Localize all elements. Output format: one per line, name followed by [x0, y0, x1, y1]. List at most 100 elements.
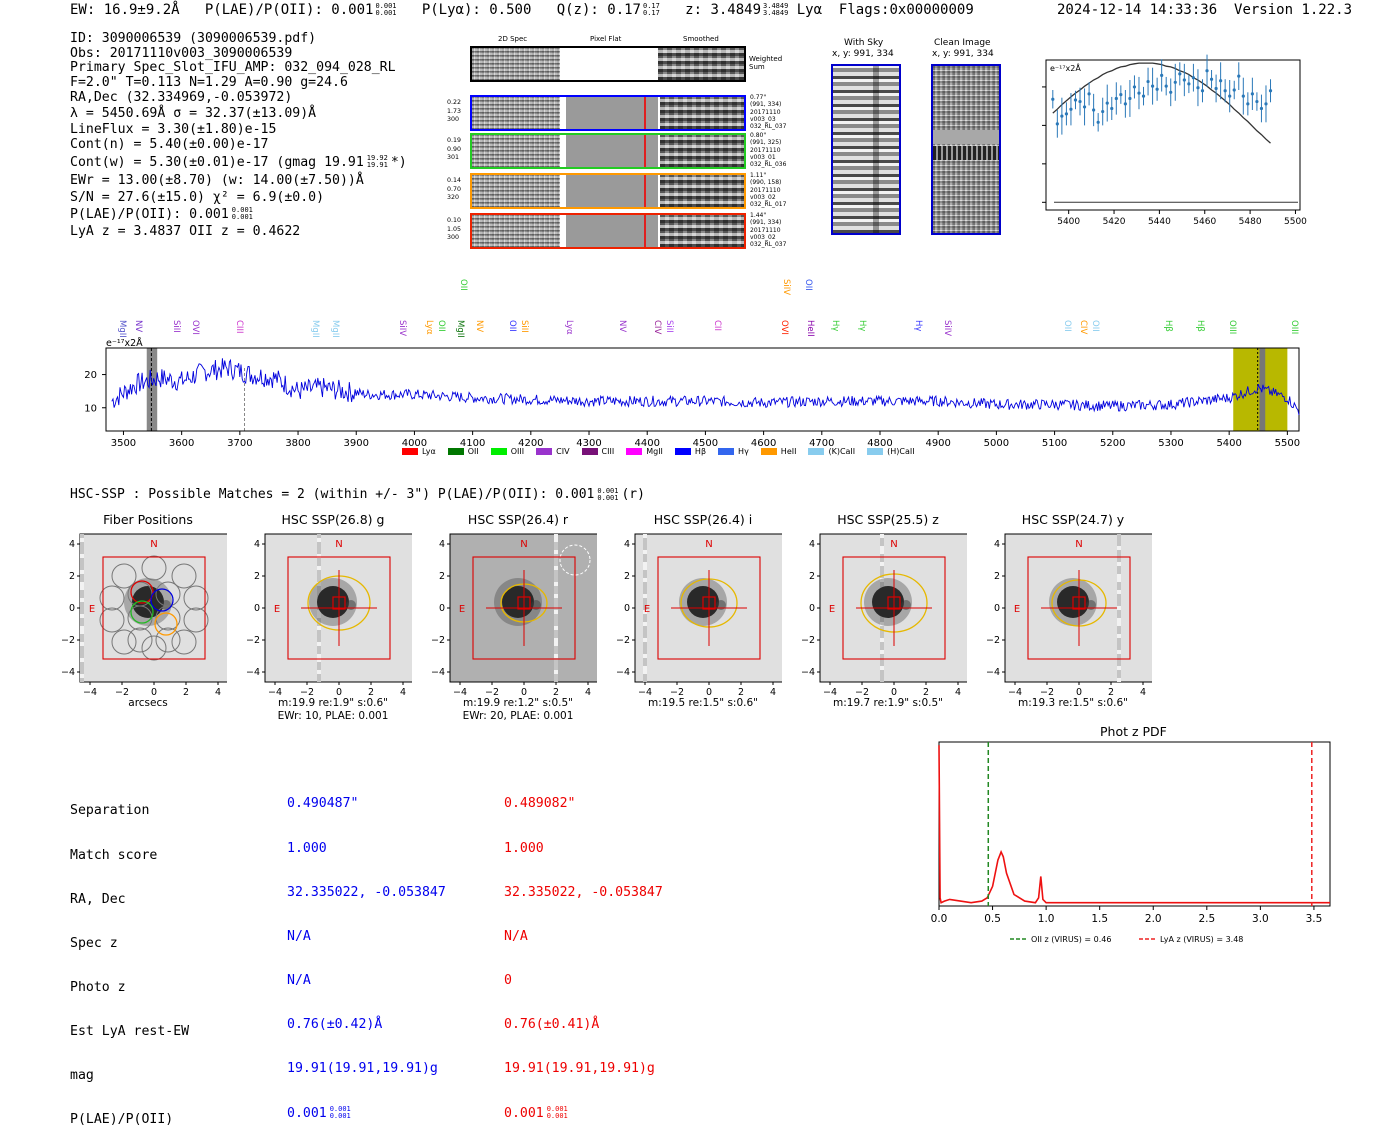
hsc-noise-pixel: [80, 678, 84, 682]
hsc-noise-pixel: [554, 638, 558, 642]
fs-legend-swatch: [448, 448, 464, 455]
fs-line-label: SiII: [664, 320, 674, 333]
hsc-y-tick-label: 2: [69, 571, 75, 582]
fs-line-label: OII: [1090, 320, 1100, 332]
hsc-north-label: N: [890, 539, 897, 550]
hsc-noise-pixel: [1117, 590, 1121, 594]
photz-x-tick-label: 0.0: [931, 913, 948, 925]
hsc-noise-pixel: [80, 610, 84, 614]
hsc-noise-pixel: [554, 542, 558, 546]
spec-row-smoothed: [660, 135, 746, 167]
hsc-noise-pixel: [643, 558, 647, 562]
fs-legend-label: HeII: [781, 447, 797, 456]
hsc-noise-pixel: [317, 550, 321, 554]
photz-title: Phot z PDF: [1100, 724, 1167, 739]
hsc-noise-pixel: [1117, 630, 1121, 634]
hsc-noise-pixel: [554, 594, 558, 598]
fs-line-label: OVI: [779, 320, 789, 335]
match-red-score: 1.000: [504, 842, 663, 857]
info-lambda: λ = 5450.69Å σ = 32.37(±13.09)Å: [70, 106, 316, 121]
hsc-noise-pixel: [80, 642, 84, 646]
hsc-north-label: N: [705, 539, 712, 550]
hsc-panel-caption: m:19.5 re:1.5" s:0.6": [623, 697, 783, 709]
hsc-noise-pixel: [1117, 646, 1121, 650]
hsc-noise-pixel: [643, 582, 647, 586]
hsc-noise-pixel: [880, 650, 884, 654]
hsc-noise-pixel: [880, 638, 884, 642]
hsc-y-tick-label: −2: [431, 635, 445, 646]
zoom-data-point: [1110, 107, 1113, 110]
zoom-data-point: [1251, 92, 1254, 95]
with-sky-image: [831, 64, 901, 235]
info-radec: RA,Dec (32.334969,-0.053972): [70, 90, 292, 105]
info-primary: Primary Spec_Slot_IFU_AMP: 032_094_028_R…: [70, 60, 396, 75]
match-red-plae-value: 0.001: [504, 1106, 544, 1121]
hsc-noise-pixel: [643, 598, 647, 602]
spec-row-2d: [472, 97, 560, 129]
spec2d-col-flat: Pixel Flat: [590, 35, 621, 43]
fs-x-tick-label: 3900: [344, 438, 369, 449]
hsc-noise-pixel: [80, 570, 84, 574]
hsc-noise-pixel: [554, 538, 558, 542]
hsc-noise-pixel: [880, 634, 884, 638]
match-blue-plae-sub: 0.001: [330, 1112, 351, 1120]
hsc-noise-pixel: [1117, 662, 1121, 666]
hsc-noise-pixel: [317, 534, 321, 538]
fs-line-label: MgII: [310, 320, 320, 338]
hsc-noise-pixel: [1117, 594, 1121, 598]
hsc-noise-pixel: [554, 546, 558, 550]
zoom-data-point: [1178, 72, 1181, 75]
header-qz-sub: 0.17: [643, 9, 660, 17]
hsc-noise-pixel: [1117, 654, 1121, 658]
spec-row-meta-line: 20171110: [750, 187, 805, 194]
match-label-radec: RA, Dec: [70, 893, 189, 908]
spec-row-value: 300: [447, 116, 469, 125]
zoom-data-point: [1255, 100, 1258, 103]
hsc-noise-pixel: [80, 594, 84, 598]
spec-row-marker: [644, 215, 646, 247]
hsc-noise-pixel: [554, 570, 558, 574]
hsc-noise-pixel: [643, 578, 647, 582]
fs-legend-label: OIII: [511, 447, 524, 456]
hsc-noise-pixel: [643, 670, 647, 674]
hsc-noise-pixel: [80, 598, 84, 602]
spec-row-meta-line: 032_RL_036: [750, 161, 805, 168]
fs-line-label: Lyα: [564, 320, 574, 335]
hsc-noise-pixel: [1117, 618, 1121, 622]
match-red-column: 0.489082" 1.000 32.335022, -0.053847 N/A…: [504, 768, 663, 1137]
hsc-noise-pixel: [1117, 634, 1121, 638]
hsc-noise-pixel: [80, 602, 84, 606]
spec-row-meta-line: 032_RL_017: [750, 201, 805, 208]
hsc-noise-pixel: [80, 654, 84, 658]
hsc-noise-pixel: [1117, 582, 1121, 586]
hsc-noise-pixel: [317, 670, 321, 674]
hsc-noise-pixel: [554, 678, 558, 682]
hsc-noise-pixel: [317, 542, 321, 546]
fs-x-tick-label: 5000: [984, 438, 1009, 449]
fs-line-label-high: OII: [803, 279, 813, 291]
photz-x-tick-label: 2.0: [1145, 913, 1162, 925]
hsc-noise-pixel: [554, 578, 558, 582]
spec-row-meta-line: 20171110: [750, 227, 805, 234]
hsc-noise-pixel: [643, 634, 647, 638]
hsc-noise-pixel: [1117, 598, 1121, 602]
photz-x-tick-label: 1.0: [1038, 913, 1055, 925]
spec-row-meta-line: v003_03: [750, 116, 805, 123]
spec-row-value: 0.10: [447, 217, 469, 226]
fs-line-label: SiII: [519, 320, 529, 333]
fs-line-label: CIV: [1078, 320, 1088, 334]
hsc-noise-pixel: [1117, 614, 1121, 618]
zoom-plot-ylabel: e⁻¹⁷x2Å: [1050, 62, 1081, 73]
hsc-y-tick-label: −2: [61, 635, 75, 646]
fs-legend-label: CIV: [556, 447, 569, 456]
hsc-noise-pixel: [880, 666, 884, 670]
fs-line-label: OIII: [1289, 320, 1299, 334]
match-blue-plae-value: 0.001: [287, 1106, 327, 1121]
clean-image-trace: [933, 146, 999, 160]
